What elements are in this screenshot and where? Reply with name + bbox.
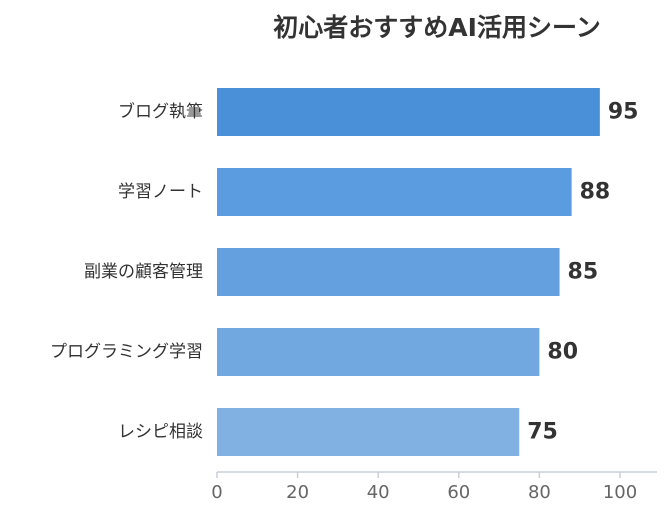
category-label: 副業の顧客管理 [84,262,203,282]
bar [217,168,572,216]
category-label: プログラミング学習 [50,342,203,362]
bar [217,328,540,376]
value-label: 95 [608,100,639,125]
x-tick-label: 100 [603,482,637,503]
value-label: 75 [527,420,558,445]
x-tick-label: 80 [528,482,551,503]
x-tick-label: 0 [211,482,222,503]
category-label: ブログ執筆 [118,101,203,122]
value-label: 85 [568,260,599,285]
x-tick-label: 40 [367,482,390,503]
value-label: 88 [580,180,611,205]
x-axis: 0 20 40 60 80 100 [211,471,657,503]
bars-layer: ブログ執筆 95 学習ノート 88 副業の顧客管理 85 プログラミング学習 80 レシピ相談 7… [50,88,638,456]
category-label: レシピ相談 [118,422,203,442]
bar [217,408,520,456]
bar [217,248,560,296]
bar [217,88,600,136]
value-label: 80 [547,340,578,365]
category-label: 学習ノート [118,182,203,202]
chart-title: 初心者おすすめAI活用シーン [273,13,600,42]
x-tick-label: 60 [447,482,470,503]
x-tick-label: 20 [286,482,309,503]
